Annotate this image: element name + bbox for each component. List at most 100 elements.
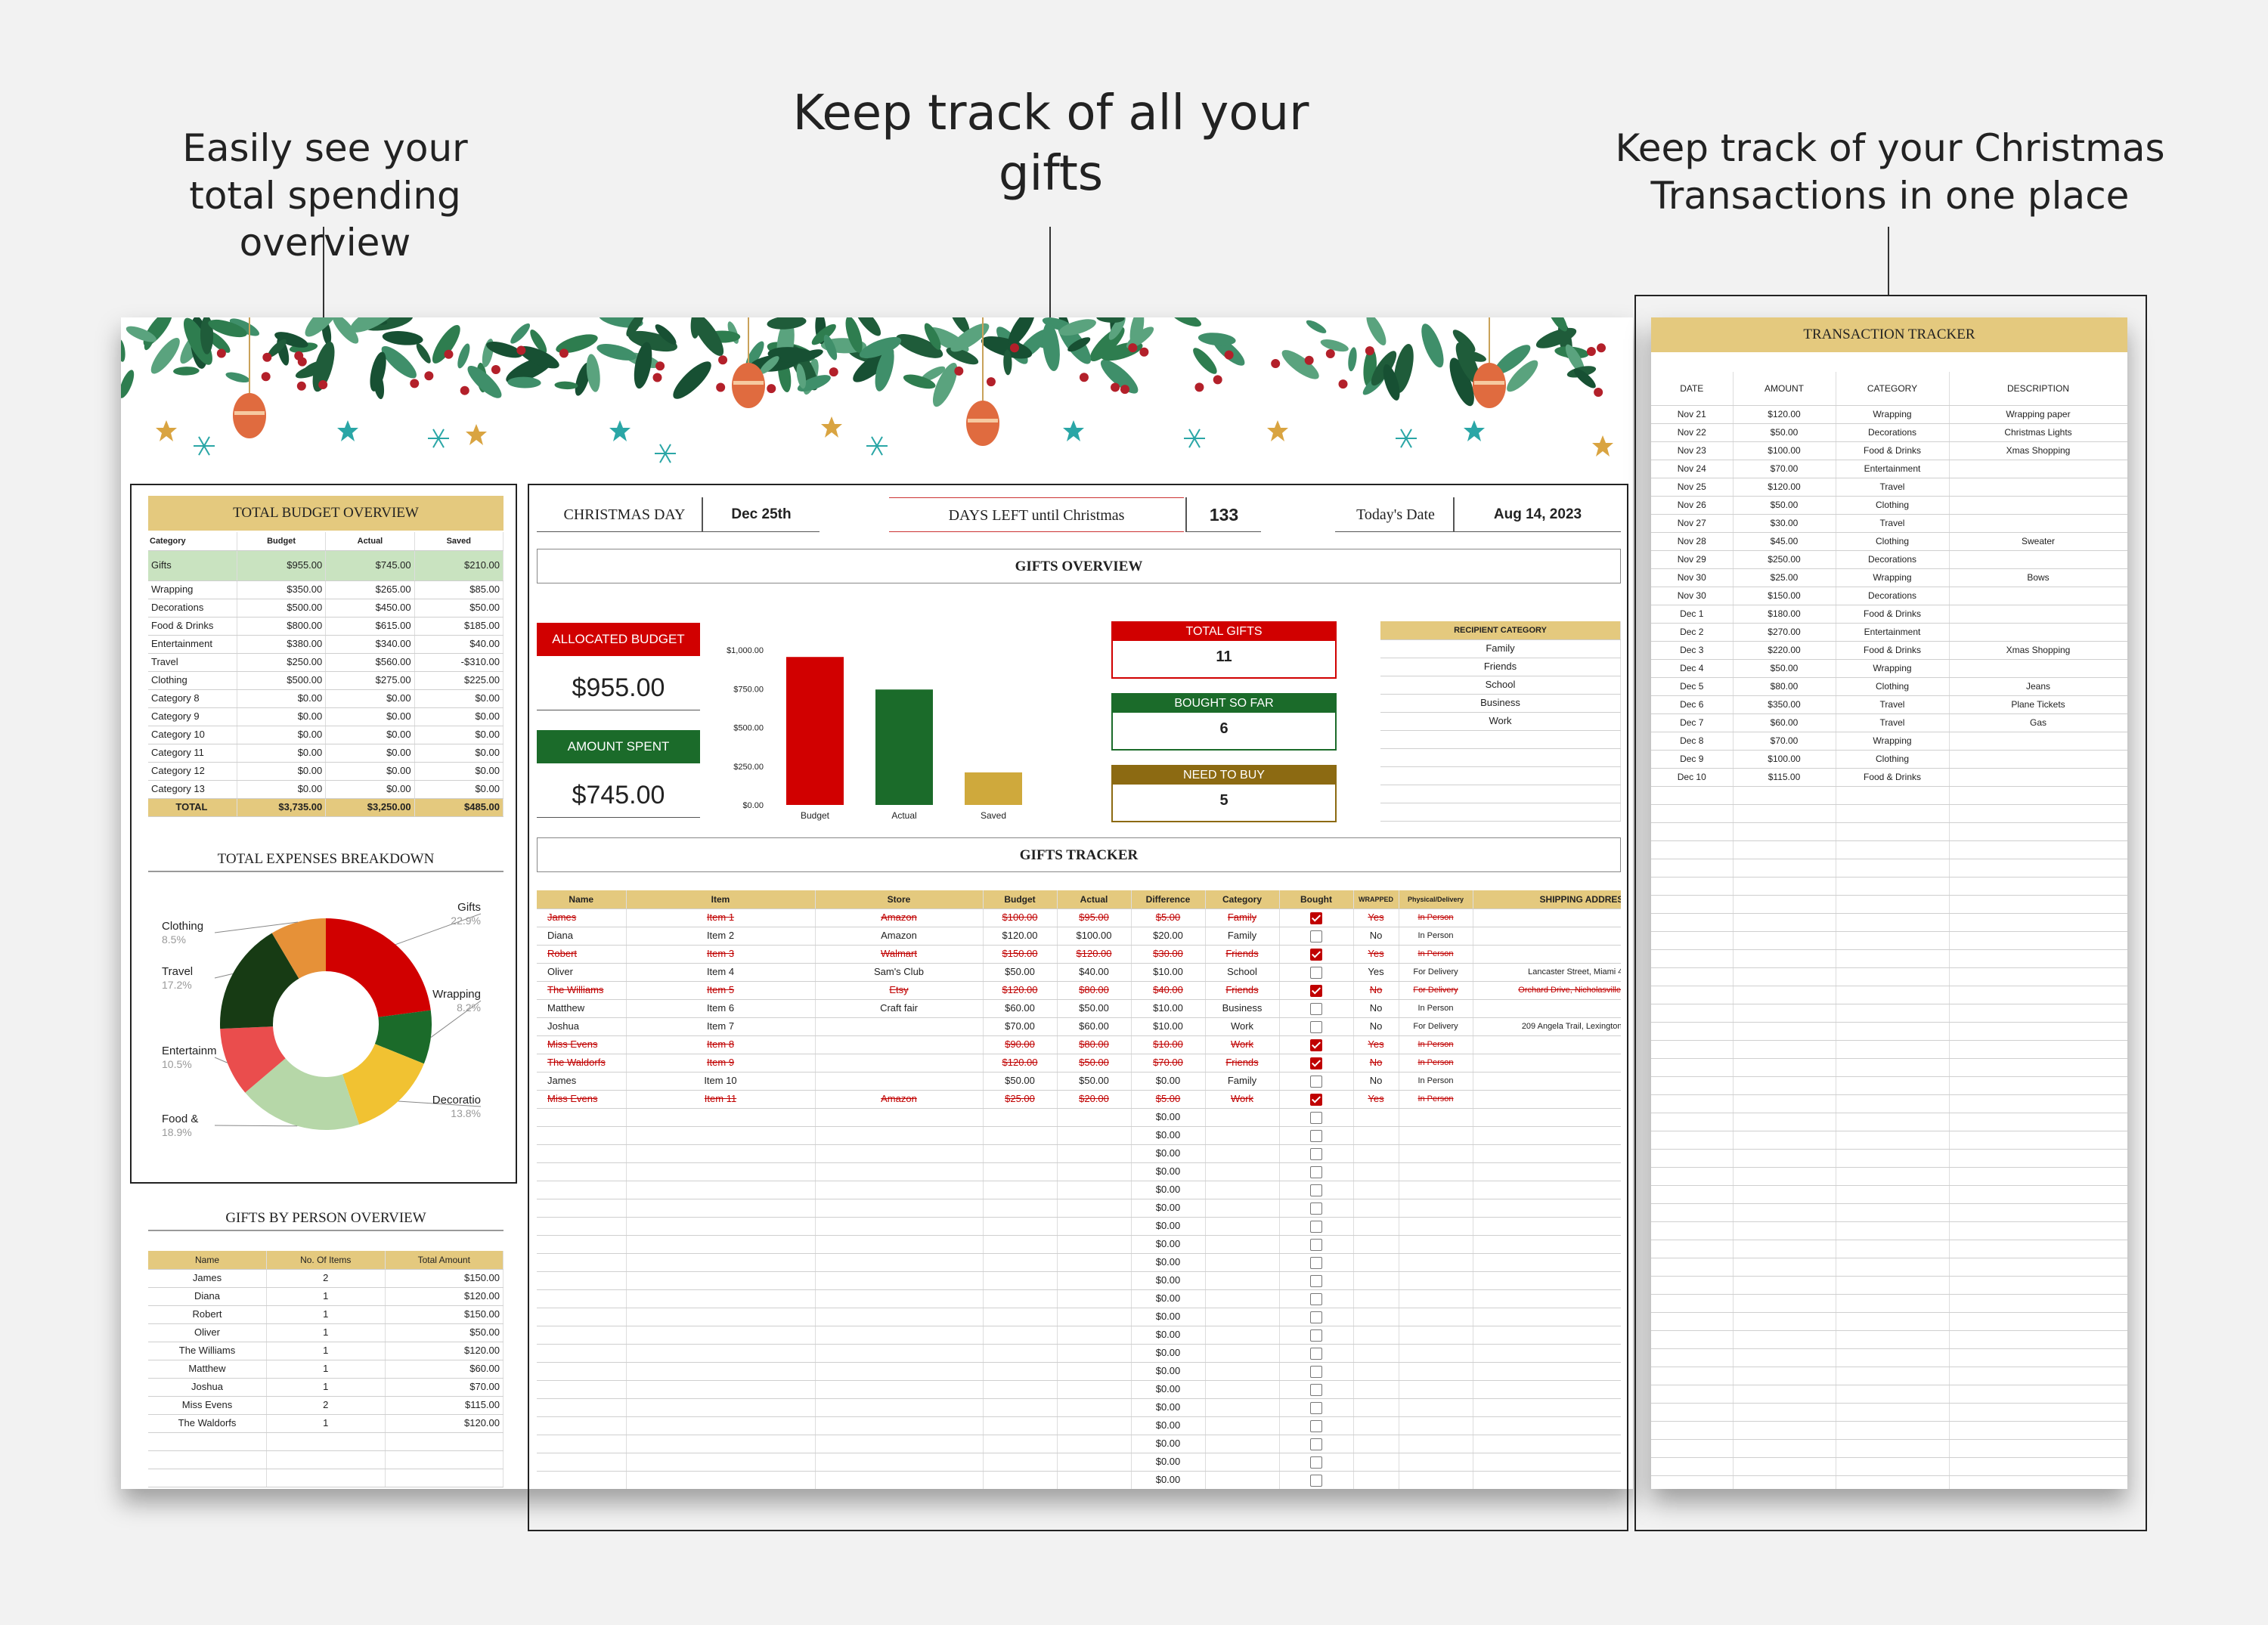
- bought-checkbox[interactable]: [1310, 1474, 1322, 1487]
- bought-checkbox[interactable]: [1310, 1292, 1322, 1305]
- bought-checkbox[interactable]: [1310, 1184, 1322, 1196]
- gift-empty-row: $0.00: [537, 1253, 1621, 1272]
- transaction-row: Dec 6 $350.00 Travel Plane Tickets: [1651, 695, 2127, 714]
- transaction-empty-row: [1651, 1221, 2127, 1240]
- bought-checkbox[interactable]: [1310, 1129, 1322, 1142]
- garland-leaf: [1003, 349, 1012, 376]
- transaction-empty-row: [1651, 1367, 2127, 1385]
- bought-checkbox[interactable]: [1310, 1165, 1322, 1178]
- transaction-empty-row: [1651, 1022, 2127, 1041]
- garland-leaf: [950, 323, 990, 352]
- donut-leader-line: [214, 973, 234, 979]
- transaction-cell: Decorations: [1836, 550, 1950, 569]
- berry: [1194, 382, 1204, 392]
- person-empty-row: [148, 1469, 503, 1487]
- transaction-col-header: CATEGORY: [1836, 372, 1950, 406]
- gift-addr-cell: [1473, 999, 1621, 1018]
- christmas-day-label: CHRISTMAS DAY: [537, 497, 712, 532]
- berry: [460, 385, 469, 395]
- bought-checkbox[interactable]: [1310, 1093, 1322, 1106]
- bought-checkbox[interactable]: [1310, 1401, 1322, 1414]
- budget-row: Travel $250.00 $560.00 -$310.00: [148, 653, 504, 672]
- gift-name-cell: Diana: [537, 927, 627, 946]
- christmas-garland-decoration: [121, 317, 1613, 463]
- person-cell: Diana: [148, 1287, 267, 1306]
- bought-checkbox[interactable]: [1310, 948, 1322, 961]
- snowflake-decoration: [432, 429, 445, 448]
- bought-checkbox[interactable]: [1310, 966, 1322, 979]
- bought-checkbox[interactable]: [1310, 1202, 1322, 1215]
- budget-cell: $0.00: [414, 744, 504, 763]
- bought-checkbox[interactable]: [1310, 1147, 1322, 1160]
- bought-checkbox[interactable]: [1310, 1383, 1322, 1396]
- transaction-cell: $45.00: [1733, 532, 1836, 551]
- bought-checkbox[interactable]: [1310, 1057, 1322, 1069]
- transaction-empty-row: [1651, 1294, 2127, 1313]
- bought-checkbox[interactable]: [1310, 1311, 1322, 1323]
- transaction-cell: Food & Drinks: [1836, 641, 1950, 660]
- garland-leaf: [556, 334, 598, 354]
- gift-mode-cell: For Delivery: [1399, 1017, 1473, 1036]
- gift-empty-row: $0.00: [537, 1435, 1621, 1453]
- person-cell: 1: [266, 1414, 386, 1433]
- bar-y-tick: $250.00: [733, 763, 764, 772]
- bought-checkbox[interactable]: [1310, 1347, 1322, 1360]
- ornament-stripe: [733, 381, 764, 385]
- transaction-empty-row: [1651, 1149, 2127, 1168]
- transaction-empty-row: [1651, 1004, 2127, 1023]
- bought-checkbox[interactable]: [1310, 930, 1322, 942]
- budget-cell: $350.00: [237, 580, 327, 599]
- budget-cell: $0.00: [237, 726, 327, 744]
- expenses-breakdown-title: TOTAL EXPENSES BREAKDOWN: [148, 847, 503, 872]
- donut-leader-line: [398, 1100, 482, 1107]
- bought-checkbox[interactable]: [1310, 1274, 1322, 1287]
- budget-cell: $0.00: [237, 780, 327, 799]
- transaction-cell: Dec 9: [1651, 750, 1734, 769]
- garland-leaf: [1547, 317, 1568, 332]
- bought-checkbox[interactable]: [1310, 1111, 1322, 1124]
- bought-checkbox[interactable]: [1310, 1329, 1322, 1342]
- budget-cell: $225.00: [414, 671, 504, 690]
- berry: [1120, 385, 1129, 395]
- gift-empty-row: $0.00: [537, 1199, 1621, 1218]
- budget-row: Gifts $955.00 $745.00 $210.00: [148, 550, 504, 581]
- garland-leaf: [507, 376, 541, 388]
- bought-checkbox[interactable]: [1310, 1020, 1322, 1033]
- bought-checkbox[interactable]: [1310, 1238, 1322, 1251]
- gift-addr-cell: [1473, 908, 1621, 927]
- bought-checkbox[interactable]: [1310, 912, 1322, 924]
- person-row: Matthew 1 $60.00: [148, 1360, 503, 1379]
- donut-leader-line: [214, 1125, 298, 1127]
- bought-checkbox[interactable]: [1310, 984, 1322, 997]
- bought-checkbox[interactable]: [1310, 1419, 1322, 1432]
- bought-checkbox[interactable]: [1310, 1002, 1322, 1015]
- gift-wrapped-cell: Yes: [1353, 945, 1399, 964]
- garland-leaf: [692, 317, 724, 356]
- tracker-col-header: Bought: [1279, 890, 1354, 909]
- garland-leaf: [575, 362, 590, 396]
- berry: [1111, 382, 1120, 392]
- star-decoration: [821, 416, 842, 438]
- bought-checkbox[interactable]: [1310, 1365, 1322, 1378]
- bought-checkbox[interactable]: [1310, 1220, 1322, 1233]
- bar-saved: [965, 772, 1022, 805]
- donut-leader-line: [214, 1057, 228, 1063]
- transaction-cell: Nov 21: [1651, 405, 1734, 424]
- transaction-cell: Dec 3: [1651, 641, 1734, 660]
- snowflake-decoration: [1188, 429, 1201, 448]
- bought-checkbox[interactable]: [1310, 1075, 1322, 1088]
- garland-leaf: [1366, 317, 1387, 345]
- budget-cell: $450.00: [325, 599, 415, 618]
- gift-mode-cell: In Person: [1399, 927, 1473, 946]
- bought-checkbox[interactable]: [1310, 1456, 1322, 1469]
- transaction-cell: $50.00: [1733, 659, 1836, 678]
- gift-wrapped-cell: Yes: [1353, 1090, 1399, 1109]
- bought-checkbox[interactable]: [1310, 1438, 1322, 1450]
- budget-cell: $210.00: [414, 550, 504, 581]
- donut-label: Gifts: [457, 901, 481, 914]
- bought-checkbox[interactable]: [1310, 1256, 1322, 1269]
- budget-row: Category 8 $0.00 $0.00 $0.00: [148, 689, 504, 708]
- bought-checkbox[interactable]: [1310, 1038, 1322, 1051]
- gift-wrapped-cell: Yes: [1353, 908, 1399, 927]
- transaction-cell: Nov 26: [1651, 496, 1734, 515]
